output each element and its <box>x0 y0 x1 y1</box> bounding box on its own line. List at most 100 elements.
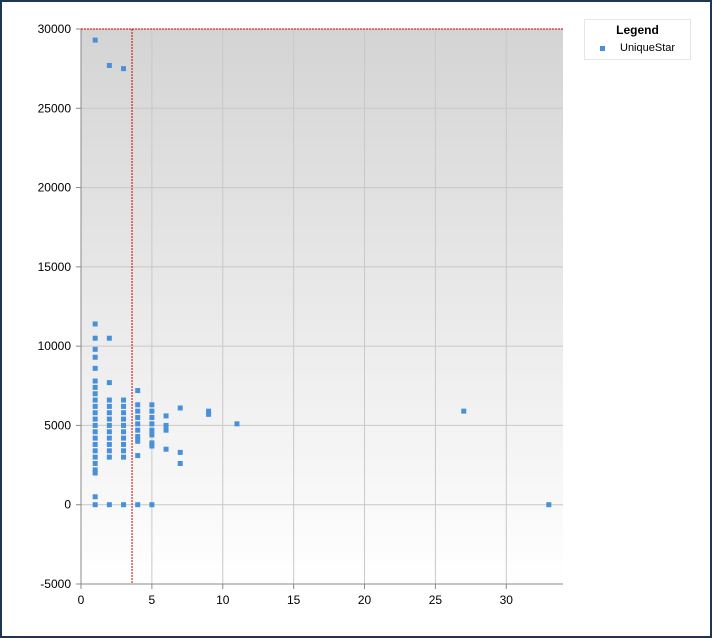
data-point <box>135 427 141 433</box>
data-point <box>206 411 212 417</box>
data-point <box>92 365 98 371</box>
data-point <box>121 429 127 435</box>
data-point <box>106 429 112 435</box>
data-point <box>92 448 98 454</box>
data-point <box>92 321 98 327</box>
data-point <box>135 415 141 420</box>
plot-area <box>81 29 563 584</box>
reference-lines <box>81 28 563 584</box>
data-point <box>121 397 127 403</box>
data-point <box>92 422 98 428</box>
legend-title: Legend <box>616 23 659 37</box>
data-point <box>135 402 141 408</box>
data-point <box>135 453 141 459</box>
data-point <box>163 422 169 428</box>
data-point <box>106 380 112 386</box>
data-point <box>121 441 127 447</box>
data-point <box>149 443 155 449</box>
legend-marker <box>600 46 605 51</box>
data-point <box>106 410 112 416</box>
data-point <box>92 494 98 500</box>
data-point <box>149 421 155 427</box>
data-point <box>163 446 169 452</box>
data-point <box>92 397 98 403</box>
data-point <box>461 408 467 414</box>
data-point <box>92 346 98 352</box>
data-point <box>106 448 112 454</box>
data-point <box>121 410 127 416</box>
data-point <box>92 441 98 447</box>
data-point <box>149 402 155 408</box>
data-point <box>92 460 98 466</box>
data-point <box>135 438 141 444</box>
legend-label: UniqueStar <box>620 42 676 54</box>
data-point <box>177 405 183 411</box>
data-point <box>92 403 98 409</box>
data-point <box>106 422 112 428</box>
data-point <box>121 416 127 422</box>
x-tick-label: 20 <box>358 593 372 607</box>
data-point <box>92 502 98 508</box>
y-tick-label: 15000 <box>38 260 72 274</box>
y-tick-label: 20000 <box>38 181 72 195</box>
data-point <box>149 415 155 420</box>
x-tick-label: 30 <box>500 593 514 607</box>
data-point <box>92 391 98 397</box>
data-point <box>135 421 141 427</box>
data-point <box>121 502 127 508</box>
y-tick-label: 10000 <box>38 339 72 353</box>
data-point <box>163 413 169 419</box>
data-point <box>149 432 155 438</box>
y-tick-label: -5000 <box>40 577 71 591</box>
data-point <box>149 440 155 446</box>
data-point <box>92 470 98 476</box>
data-point <box>92 454 98 460</box>
data-point <box>135 434 141 440</box>
data-point <box>135 388 141 394</box>
data-points <box>92 37 552 508</box>
data-point <box>106 435 112 441</box>
data-point <box>546 502 552 508</box>
data-point <box>92 37 98 43</box>
data-point <box>121 403 127 409</box>
data-point <box>92 416 98 422</box>
data-point <box>92 378 98 384</box>
data-point <box>177 460 183 466</box>
data-point <box>106 502 112 508</box>
data-point <box>177 449 183 455</box>
data-point <box>106 397 112 403</box>
data-point <box>234 421 240 427</box>
data-point <box>121 448 127 454</box>
data-point <box>106 62 112 68</box>
data-point <box>163 427 169 433</box>
data-point <box>149 427 155 433</box>
legend: Legend UniqueStar <box>584 19 691 60</box>
data-point <box>106 454 112 460</box>
data-point <box>121 66 127 72</box>
data-point <box>92 429 98 435</box>
data-point <box>92 467 98 473</box>
data-point <box>121 454 127 460</box>
data-point <box>92 435 98 441</box>
x-tick-label: 15 <box>287 593 301 607</box>
data-point <box>135 502 141 508</box>
x-tick-label: 0 <box>78 593 85 607</box>
data-point <box>121 435 127 441</box>
x-tick-label: 25 <box>429 593 443 607</box>
data-point <box>106 441 112 447</box>
y-tick-label: 5000 <box>44 418 71 432</box>
x-tick-label: 10 <box>216 593 230 607</box>
y-tick-label: 25000 <box>38 101 72 115</box>
data-point <box>106 335 112 341</box>
data-point <box>149 408 155 414</box>
axes <box>76 28 563 589</box>
data-point <box>92 335 98 341</box>
tick-labels: -5000 0 5000 10000 15000 20000 25000 30000 0 5 10 1… <box>38 22 514 607</box>
data-point <box>92 354 98 360</box>
data-point <box>92 410 98 416</box>
data-point <box>206 408 212 414</box>
data-point <box>149 502 155 508</box>
y-tick-label: 0 <box>64 498 71 512</box>
data-point <box>106 403 112 409</box>
